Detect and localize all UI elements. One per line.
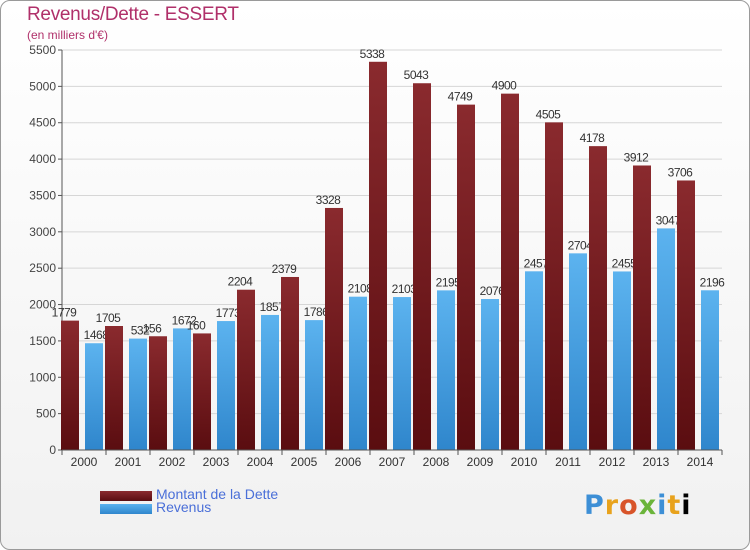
bar-revenue	[613, 271, 631, 450]
legend-swatch-debt	[100, 491, 152, 501]
data-label-revenue: 2195	[436, 275, 462, 289]
y-tick-label: 1500	[29, 334, 56, 348]
bar-revenue	[261, 314, 279, 450]
data-label-revenue: 2196	[700, 275, 726, 289]
bar-revenue	[173, 328, 191, 450]
data-label-debt: 156	[143, 321, 162, 335]
bar-revenue	[85, 343, 103, 450]
data-label-debt: 5043	[404, 68, 430, 82]
data-label-revenue: 2108	[348, 282, 374, 296]
x-tick-label: 2003	[203, 455, 230, 469]
bar-revenue	[129, 338, 147, 450]
data-label-revenue: 1786	[304, 305, 330, 319]
legend-label-debt: Montant de la Dette	[156, 486, 279, 502]
y-tick-label: 2500	[29, 261, 56, 275]
x-tick-label: 2000	[71, 455, 98, 469]
bar-debt	[325, 207, 343, 450]
data-label-debt: 4749	[448, 90, 474, 104]
bar-debt	[369, 61, 387, 450]
x-tick-label: 2007	[379, 455, 406, 469]
bar-debt	[501, 93, 519, 451]
bar-revenue	[349, 296, 367, 450]
data-label-debt: 4900	[492, 79, 518, 93]
data-label-revenue: 2704	[568, 238, 594, 252]
data-label-revenue: 2455	[612, 256, 638, 270]
x-tick-label: 2010	[511, 455, 538, 469]
data-label-revenue: 2103	[392, 282, 418, 296]
bar-debt	[105, 326, 123, 450]
bar-debt	[633, 165, 651, 450]
y-tick-label: 3500	[29, 188, 56, 202]
chart-subtitle: (en milliers d'€)	[27, 28, 108, 42]
data-label-debt: 160	[187, 318, 206, 332]
data-label-revenue: 1773	[216, 306, 242, 320]
data-label-debt: 3328	[316, 193, 342, 207]
legend-label-revenue: Revenus	[156, 499, 212, 515]
data-label-debt: 1705	[96, 311, 122, 325]
data-label-debt: 4178	[580, 131, 606, 145]
y-tick-label: 0	[49, 443, 56, 457]
bar-revenue	[305, 320, 323, 450]
data-label-revenue: 532	[131, 324, 150, 338]
y-tick-label: 5500	[29, 43, 56, 57]
bar-debt	[193, 333, 211, 450]
proxiti-logo: Proxiti	[584, 490, 692, 521]
y-tick-label: 3000	[29, 225, 56, 239]
bar-debt	[281, 276, 299, 450]
x-tick-label: 2008	[423, 455, 450, 469]
bar-revenue	[217, 321, 235, 450]
bar-debt	[545, 122, 563, 450]
gridlines	[62, 49, 722, 451]
y-tick-label: 2000	[29, 298, 56, 312]
data-label-revenue: 1468	[84, 328, 110, 342]
x-axis: 2000 2001 2002 2003 2004 2005 2006 2007 2008 2009…	[61, 449, 723, 469]
bar-revenue	[569, 253, 587, 450]
y-tick-label: 4000	[29, 152, 56, 166]
data-label-revenue: 2076	[480, 284, 506, 298]
bar-debt	[149, 336, 167, 450]
x-tick-label: 2012	[599, 455, 626, 469]
bar-revenue	[393, 297, 411, 450]
data-label-debt: 5338	[360, 47, 386, 61]
bar-debt	[237, 289, 255, 450]
bar-revenue	[657, 228, 675, 450]
y-tick-label: 4500	[29, 116, 56, 130]
bar-revenue	[701, 290, 719, 450]
bar-revenue	[437, 290, 455, 450]
data-label-revenue: 3047	[656, 213, 682, 227]
legend-swatch-revenue	[100, 504, 152, 514]
x-tick-label: 2002	[159, 455, 186, 469]
x-tick-label: 2009	[467, 455, 494, 469]
data-label-debt: 4505	[536, 107, 562, 121]
chart-title: Revenus/Dette - ESSERT	[27, 4, 239, 25]
y-axis: 0 500 1000 1500 2000 2500 3000 3500 4000 4500 5000…	[29, 43, 63, 457]
x-tick-label: 2006	[335, 455, 362, 469]
x-tick-label: 2001	[115, 455, 142, 469]
bar-revenue	[525, 271, 543, 450]
bar-debt	[413, 83, 431, 451]
y-tick-label: 5000	[29, 79, 56, 93]
x-tick-label: 2005	[291, 455, 318, 469]
data-label-debt: 2379	[272, 262, 298, 276]
bar-debt	[61, 320, 79, 450]
bar-debt	[589, 146, 607, 451]
data-label-revenue: 1672	[172, 313, 198, 327]
data-label-revenue: 1857	[260, 300, 286, 314]
data-label-debt: 3912	[624, 150, 650, 164]
data-label-revenue: 2457	[524, 256, 550, 270]
x-tick-label: 2011	[555, 455, 581, 469]
bar-revenue	[481, 299, 499, 450]
bar-debt	[677, 180, 695, 451]
x-tick-label: 2013	[643, 455, 670, 469]
bar-debt	[457, 104, 475, 451]
data-label-debt: 2204	[228, 275, 254, 289]
y-tick-label: 1000	[29, 370, 56, 384]
y-tick-label: 500	[36, 407, 56, 421]
data-label-debt: 1779	[52, 306, 78, 320]
data-label-debt: 3706	[668, 165, 694, 179]
x-tick-label: 2004	[247, 455, 274, 469]
x-tick-label: 2014	[687, 455, 714, 469]
